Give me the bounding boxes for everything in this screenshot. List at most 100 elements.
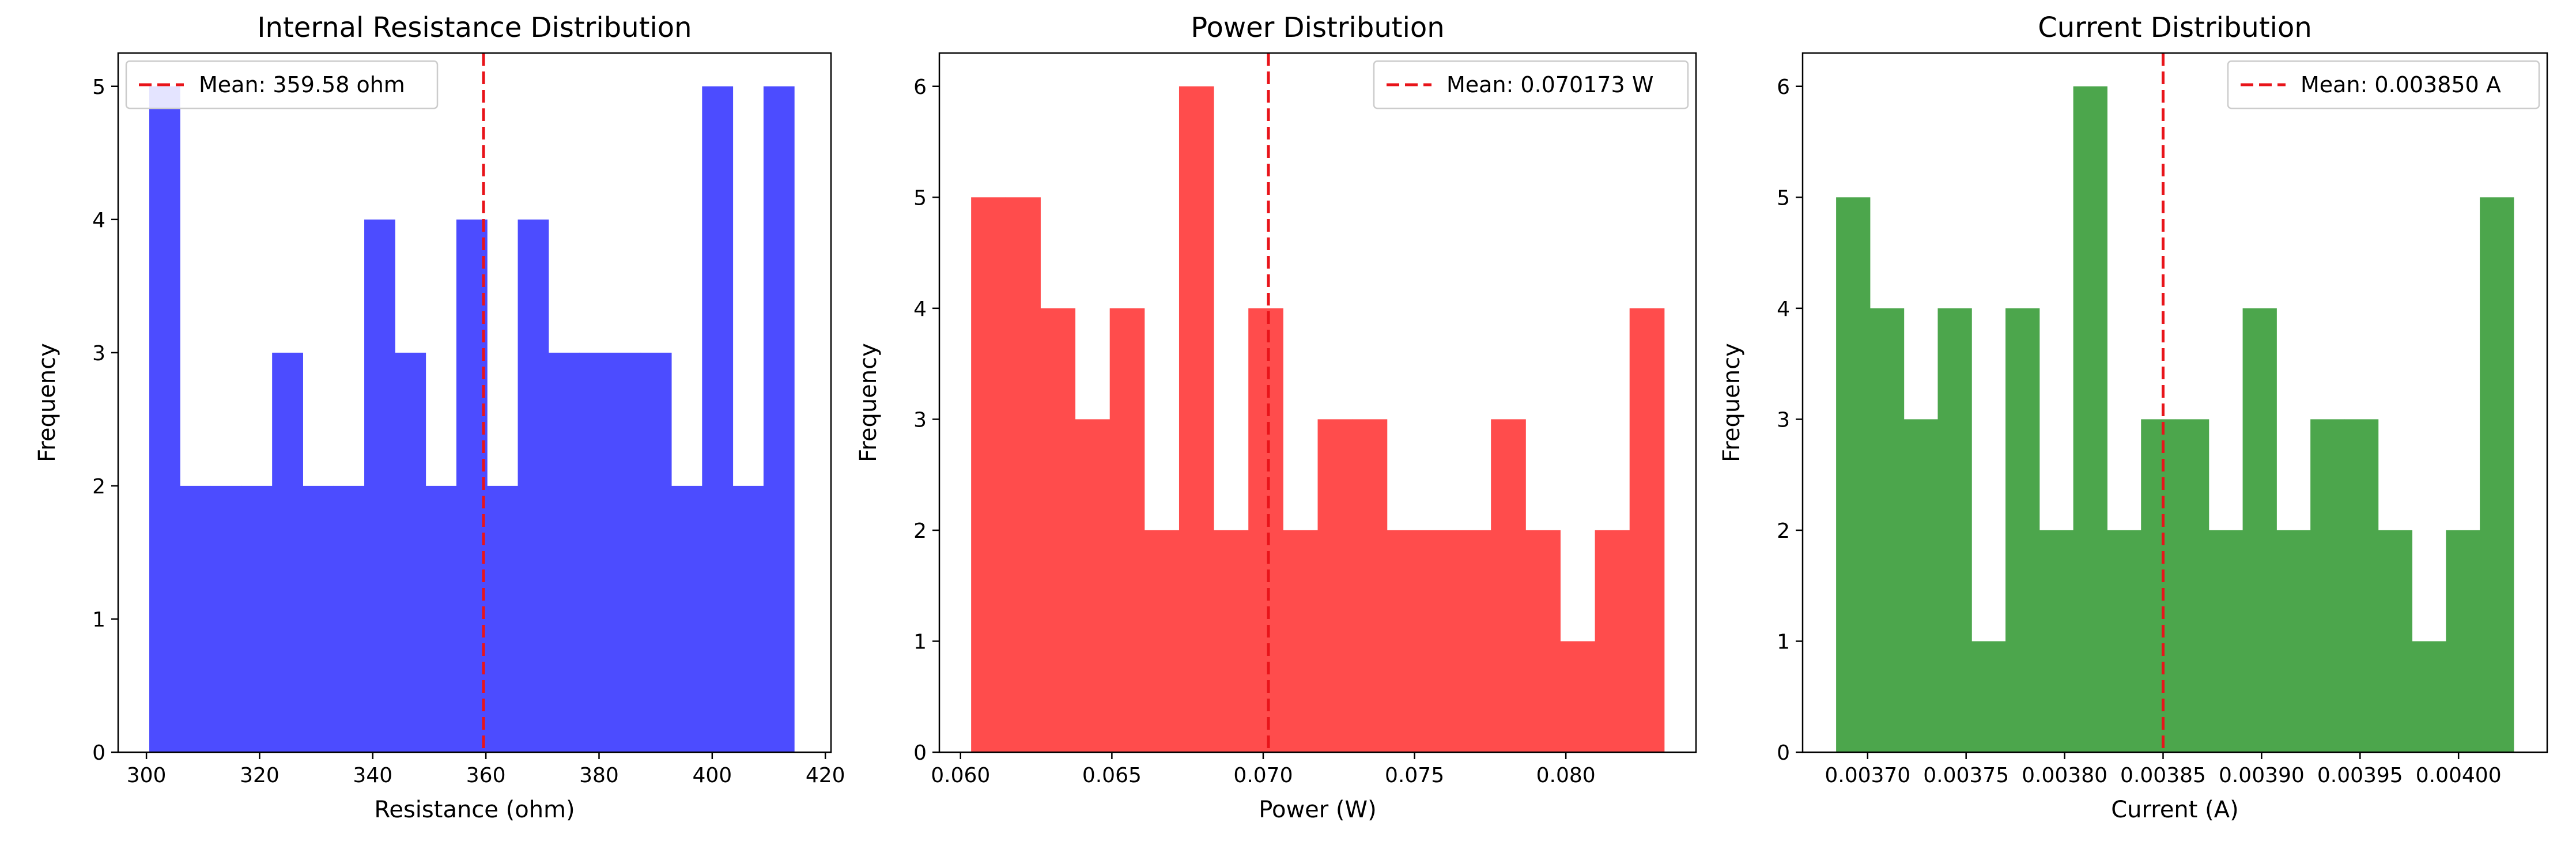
histogram-bar bbox=[1525, 530, 1561, 752]
histogram-bar bbox=[1971, 641, 2006, 752]
x-tick-label: 420 bbox=[806, 764, 845, 787]
y-tick-label: 3 bbox=[92, 342, 105, 365]
x-tick-label: 0.075 bbox=[1385, 764, 1444, 787]
x-axis-label: Current (A) bbox=[2111, 797, 2239, 823]
y-tick-label: 4 bbox=[92, 209, 105, 232]
axes-frame bbox=[938, 52, 1697, 753]
legend-box bbox=[2227, 60, 2540, 110]
x-tick-label: 380 bbox=[579, 764, 619, 787]
axes-frame bbox=[1801, 52, 2548, 753]
x-tick-label: 0.065 bbox=[1082, 764, 1142, 787]
y-tick-label: 1 bbox=[1777, 630, 1790, 654]
histogram-bar bbox=[2480, 197, 2514, 752]
histogram-bar bbox=[1836, 197, 1871, 752]
histogram-bar bbox=[610, 352, 641, 752]
y-tick-label: 1 bbox=[913, 630, 927, 654]
histogram-bar bbox=[425, 485, 457, 752]
x-tick-label: 0.00380 bbox=[2022, 764, 2107, 787]
histogram-bar bbox=[2039, 530, 2074, 752]
y-tick-label: 5 bbox=[1777, 186, 1790, 210]
histogram-bar bbox=[2412, 641, 2446, 752]
histogram-bar bbox=[180, 485, 211, 752]
histogram-bar bbox=[1179, 86, 1214, 752]
histogram-bar bbox=[702, 86, 734, 752]
y-tick-label: 0 bbox=[92, 741, 105, 765]
histogram-bar bbox=[1352, 419, 1388, 752]
y-axis-label: Frequency bbox=[34, 343, 61, 462]
histogram-bar bbox=[1560, 641, 1596, 752]
histogram-bar bbox=[1144, 530, 1180, 752]
x-tick-label: 0.00370 bbox=[1825, 764, 1910, 787]
x-tick-label: 0.060 bbox=[931, 764, 990, 787]
legend: Mean: 0.070173 W bbox=[1373, 60, 1689, 110]
x-tick-label: 320 bbox=[240, 764, 279, 787]
histogram-bar bbox=[1903, 419, 1938, 752]
histogram-bar bbox=[763, 86, 795, 752]
histogram-bar bbox=[2378, 530, 2413, 752]
axes-frame bbox=[117, 52, 832, 753]
chart-panel-2: 0.060 0.065 0.070 0.075 0.080 0 1 2 3 4 5 6 Power Di… bbox=[855, 12, 1697, 823]
histogram-bar bbox=[1387, 530, 1422, 752]
y-tick-label: 0 bbox=[913, 741, 927, 765]
histogram-bar bbox=[1317, 419, 1353, 752]
legend-label: Mean: 359.58 ohm bbox=[199, 72, 405, 97]
y-tick-label: 5 bbox=[92, 76, 105, 99]
x-tick-label: 400 bbox=[692, 764, 732, 787]
histogram-bar bbox=[1109, 308, 1145, 752]
y-tick-label: 3 bbox=[1777, 408, 1790, 432]
y-tick-label: 0 bbox=[1777, 741, 1790, 765]
histogram-bar bbox=[579, 352, 610, 752]
histogram-bar bbox=[2344, 419, 2379, 752]
histogram-bar bbox=[1869, 308, 1905, 752]
x-tick-label: 360 bbox=[466, 764, 506, 787]
chart-panel-3: 0.00370 0.00375 0.00380 0.00385 0.00390 0.003… bbox=[1718, 12, 2548, 823]
histogram-bar bbox=[732, 485, 764, 752]
histogram-bar bbox=[303, 485, 334, 752]
y-tick-label: 3 bbox=[913, 408, 927, 432]
histogram-bar bbox=[2208, 530, 2243, 752]
histogram-bar bbox=[364, 219, 395, 752]
histogram-bar bbox=[241, 485, 273, 752]
x-tick-label: 0.00390 bbox=[2219, 764, 2305, 787]
histogram-bar bbox=[149, 86, 180, 752]
histogram-bar bbox=[1075, 419, 1111, 752]
histogram-bar bbox=[2276, 530, 2311, 752]
histogram-bar bbox=[1491, 419, 1526, 752]
legend-label: Mean: 0.070173 W bbox=[1446, 72, 1653, 97]
x-tick-label: 0.070 bbox=[1233, 764, 1293, 787]
histogram-bar bbox=[2175, 419, 2209, 752]
histogram-bar bbox=[971, 197, 1006, 752]
histogram-bar bbox=[1040, 308, 1076, 752]
x-axis-label: Resistance (ohm) bbox=[374, 797, 575, 823]
histogram-bar bbox=[2242, 308, 2277, 752]
legend: Mean: 0.003850 A bbox=[2227, 60, 2540, 110]
histogram-bar bbox=[1456, 530, 1491, 752]
x-axis-label: Power (W) bbox=[1259, 797, 1376, 823]
histogram-bar bbox=[1283, 530, 1318, 752]
histogram-bar bbox=[1629, 308, 1665, 752]
histogram-bar bbox=[395, 352, 426, 752]
y-tick-label: 6 bbox=[913, 76, 927, 99]
x-tick-label: 300 bbox=[127, 764, 167, 787]
legend: Mean: 359.58 ohm bbox=[125, 60, 439, 110]
chart-title: Power Distribution bbox=[1191, 12, 1444, 44]
histogram-bar bbox=[1006, 197, 1041, 752]
y-axis-label: Frequency bbox=[855, 343, 882, 462]
x-tick-label: 0.080 bbox=[1536, 764, 1596, 787]
histogram-bar bbox=[1421, 530, 1457, 752]
y-tick-label: 1 bbox=[92, 608, 105, 632]
histogram-bar bbox=[2073, 86, 2107, 752]
histogram-bar bbox=[1214, 530, 1249, 752]
y-tick-label: 2 bbox=[913, 519, 927, 543]
histogram-bar bbox=[1937, 308, 1972, 752]
legend-box bbox=[1373, 60, 1689, 110]
histogram-bar bbox=[548, 352, 580, 752]
y-tick-label: 2 bbox=[92, 475, 105, 499]
histogram-bar bbox=[487, 485, 519, 752]
legend-label: Mean: 0.003850 A bbox=[2301, 72, 2501, 97]
x-tick-label: 0.00400 bbox=[2416, 764, 2502, 787]
histogram-bar bbox=[1595, 530, 1630, 752]
y-tick-label: 2 bbox=[1777, 519, 1790, 543]
chart-title: Current Distribution bbox=[2038, 12, 2312, 44]
y-tick-label: 6 bbox=[1777, 76, 1790, 99]
